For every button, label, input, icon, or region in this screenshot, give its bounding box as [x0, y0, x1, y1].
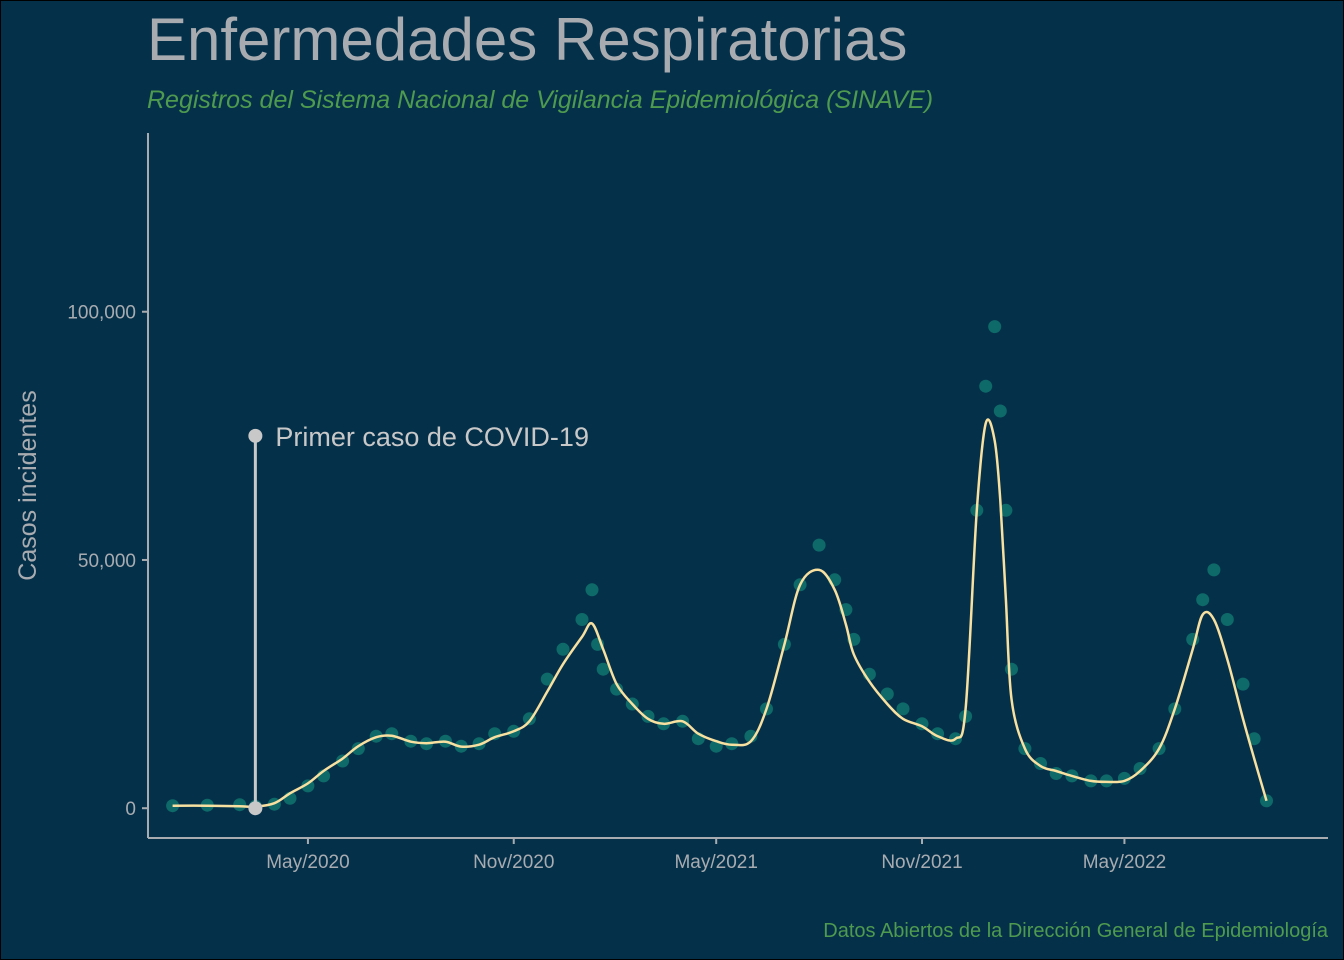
y-tick-label: 100,000	[67, 303, 136, 324]
smooth-line	[172, 418, 1268, 809]
data-point	[610, 682, 624, 696]
smooth-layer	[172, 418, 1268, 809]
data-point	[999, 503, 1013, 517]
x-tick-label: Nov/2021	[881, 852, 962, 873]
data-point	[1247, 732, 1261, 746]
data-point	[880, 687, 894, 701]
data-point	[812, 538, 826, 552]
data-point	[1005, 662, 1018, 676]
x-tick-label: May/2022	[1083, 852, 1166, 873]
x-tick-label: Nov/2020	[473, 852, 554, 873]
chart-title: Enfermedades Respiratorias	[147, 6, 908, 73]
x-tick-label: May/2021	[674, 852, 757, 873]
y-axis-title: Casos incidentes	[14, 390, 42, 580]
annotation-label: Primer caso de COVID-19	[275, 422, 589, 452]
chart-subtitle: Registros del Sistema Nacional de Vigila…	[147, 86, 934, 114]
x-tick-label: May/2020	[266, 852, 349, 873]
annotation-layer: Primer caso de COVID-19	[248, 422, 589, 816]
y-tick-label: 50,000	[78, 551, 136, 572]
data-point	[1236, 677, 1250, 691]
data-point	[540, 672, 554, 686]
data-point	[988, 320, 1002, 334]
points-layer	[166, 320, 1273, 813]
y-tick-label: 0	[125, 799, 136, 820]
data-point	[744, 729, 758, 743]
data-point	[1220, 613, 1234, 626]
data-point	[385, 727, 399, 741]
chart-caption: Datos Abiertos de la Dirección General d…	[823, 920, 1328, 942]
data-point	[1196, 593, 1210, 607]
data-point	[233, 798, 247, 812]
data-point	[336, 754, 350, 768]
annotation-marker-end	[248, 428, 263, 443]
axes: 0 50,000 100,000 May/2020 Nov/2020 May/2021 No…	[14, 133, 1328, 873]
data-point	[896, 702, 910, 716]
data-point	[575, 613, 589, 626]
data-point	[993, 404, 1007, 418]
data-point	[1207, 563, 1221, 577]
data-point	[585, 583, 599, 597]
data-point	[1133, 762, 1147, 775]
annotation-marker-start	[248, 801, 263, 816]
data-point	[979, 379, 993, 393]
data-point	[596, 662, 610, 676]
data-point	[301, 779, 315, 793]
data-point	[556, 642, 570, 656]
